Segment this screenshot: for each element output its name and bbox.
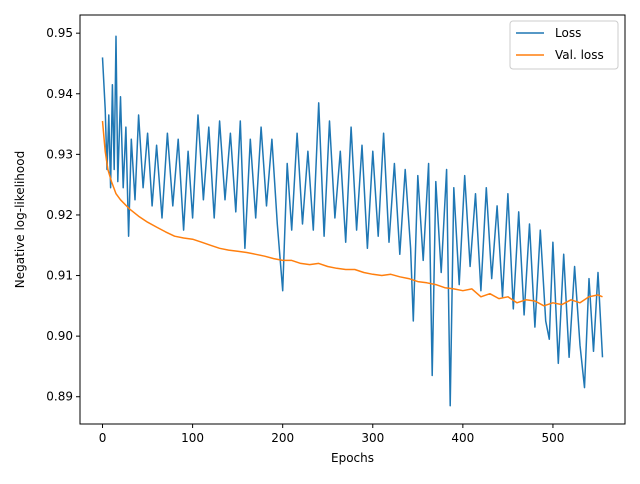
series-line-2 — [101, 120, 603, 307]
x-axis-label: Epochs — [331, 451, 374, 465]
y-tick-label: 0.91 — [46, 269, 73, 283]
x-axis-ticks: 0 100 200 300 400 500 — [99, 424, 564, 445]
y-axis-label: Negative log-likelihood — [13, 151, 27, 288]
y-tick-label: 0.90 — [46, 329, 73, 343]
x-tick-label: 500 — [541, 431, 564, 445]
legend: Loss Val. loss — [509, 20, 619, 70]
x-tick-label: 200 — [271, 431, 294, 445]
plot-frame — [79, 14, 626, 425]
x-tick-label: 100 — [181, 431, 204, 445]
x-tick-label: 300 — [361, 431, 384, 445]
y-tick-label: 0.89 — [46, 390, 73, 404]
plot-background — [80, 15, 625, 424]
y-tick-label: 0.94 — [46, 87, 73, 101]
y-axis-ticks: 0.89 0.90 0.91 0.92 0.93 0.94 0.95 — [46, 26, 80, 404]
x-tick-label: 400 — [451, 431, 474, 445]
legend-label-1: Loss — [555, 26, 581, 40]
y-tick-label: 0.95 — [46, 26, 73, 40]
series-line-1 — [101, 35, 604, 407]
y-tick-label: 0.92 — [46, 208, 73, 222]
y-tick-label: 0.93 — [46, 147, 73, 161]
x-tick-label: 0 — [99, 431, 107, 445]
legend-label-2: Val. loss — [555, 48, 604, 62]
series-layer — [101, 35, 604, 407]
